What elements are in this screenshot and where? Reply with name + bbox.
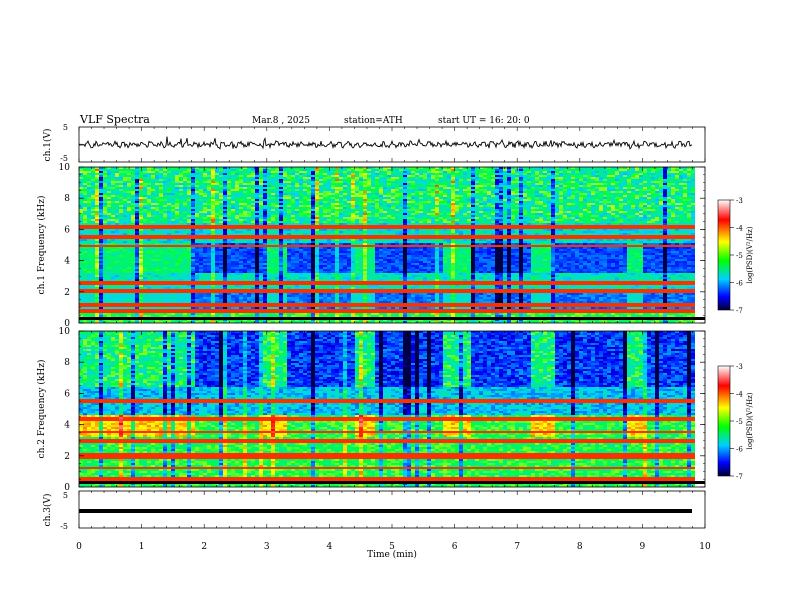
ch3-waveform-panel: 5 -5 ch.3(V) 0 1 2 3 4 5 6 7 8 9 10 Time (min) <box>42 491 711 560</box>
colorbar-tick-label: -7 <box>736 307 743 315</box>
x-tick-label: 0 <box>76 542 82 552</box>
spec-ytick-label: 6 <box>64 225 70 235</box>
spec-ytick-label: 10 <box>59 163 71 173</box>
x-tick-label: 8 <box>577 542 583 552</box>
ch1-spec-ylabel: ch.1 Frequency (kHz) <box>36 196 47 295</box>
x-axis-label: Time (min) <box>367 549 417 560</box>
spec-ytick-label: 4 <box>64 257 70 267</box>
ch1-ylabel: ch.1(V) <box>42 129 53 162</box>
header-station: station=ATH <box>344 116 403 126</box>
colorbar-ch2: -3 -4 -5 -6 -7 log(PSD)(V²/Hz) <box>718 363 754 481</box>
x-tick-label: 2 <box>201 542 207 552</box>
x-tick-label: 1 <box>139 542 145 552</box>
colorbar-ch1-label: log(PSD)(V²/Hz) <box>746 226 754 283</box>
spec-ytick-label: 8 <box>64 194 70 204</box>
colorbar-tick-label: -3 <box>736 197 743 205</box>
x-tick-label: 4 <box>327 542 333 552</box>
colorbar-tick-label: -5 <box>736 252 743 260</box>
colorbar-tick-label: -6 <box>736 280 743 288</box>
spec-ytick-label: 6 <box>64 389 70 399</box>
spec-ytick-label: 4 <box>64 421 70 431</box>
colorbar-tick-label: -3 <box>736 363 743 371</box>
spec-ytick-label: 8 <box>64 358 70 368</box>
ch3-waveform-trace <box>79 509 692 513</box>
x-tick-label: 7 <box>514 542 520 552</box>
x-tick-label: 9 <box>640 542 646 552</box>
ch3-ylabel: ch.3(V) <box>42 494 53 527</box>
spec-ytick-label: 2 <box>64 452 70 462</box>
ch3-ytick-top: 5 <box>63 491 68 500</box>
colorbar-tick-label: -5 <box>736 418 743 426</box>
vlf-figure: VLF Spectra Mar.8 , 2025 station=ATH sta… <box>0 0 792 612</box>
ch1-spectrogram-image <box>79 167 705 323</box>
ch1-waveform-panel: 5 -5 ch.1(V) <box>42 123 705 163</box>
spec-ytick-label: 10 <box>59 327 71 337</box>
x-tick-label: 10 <box>699 542 711 552</box>
ch1-ytick-top: 5 <box>63 123 68 132</box>
x-tick-label: 3 <box>264 542 270 552</box>
colorbar-tick-label: -4 <box>736 391 743 399</box>
spec-ytick-label: 2 <box>64 288 70 298</box>
figure-title: VLF Spectra <box>79 113 150 126</box>
ch1-ytick-bottom: -5 <box>60 154 68 163</box>
colorbar-tick-label: -4 <box>736 225 743 233</box>
ch2-spec-ylabel: ch.2 Frequency (kHz) <box>36 360 47 459</box>
ch3-ytick-bottom: -5 <box>60 522 68 531</box>
x-tick-label: 6 <box>452 542 458 552</box>
header-date: Mar.8 , 2025 <box>252 116 310 126</box>
colorbar-tick-label: -6 <box>736 446 743 454</box>
ch2-spectrogram-image <box>79 331 705 487</box>
header-start-time: start UT = 16: 20: 0 <box>438 116 530 126</box>
colorbar-ch2-label: log(PSD)(V²/Hz) <box>746 392 754 449</box>
colorbar-ch1: -3 -4 -5 -6 -7 log(PSD)(V²/Hz) <box>718 197 754 315</box>
colorbar-tick-label: -7 <box>736 473 743 481</box>
